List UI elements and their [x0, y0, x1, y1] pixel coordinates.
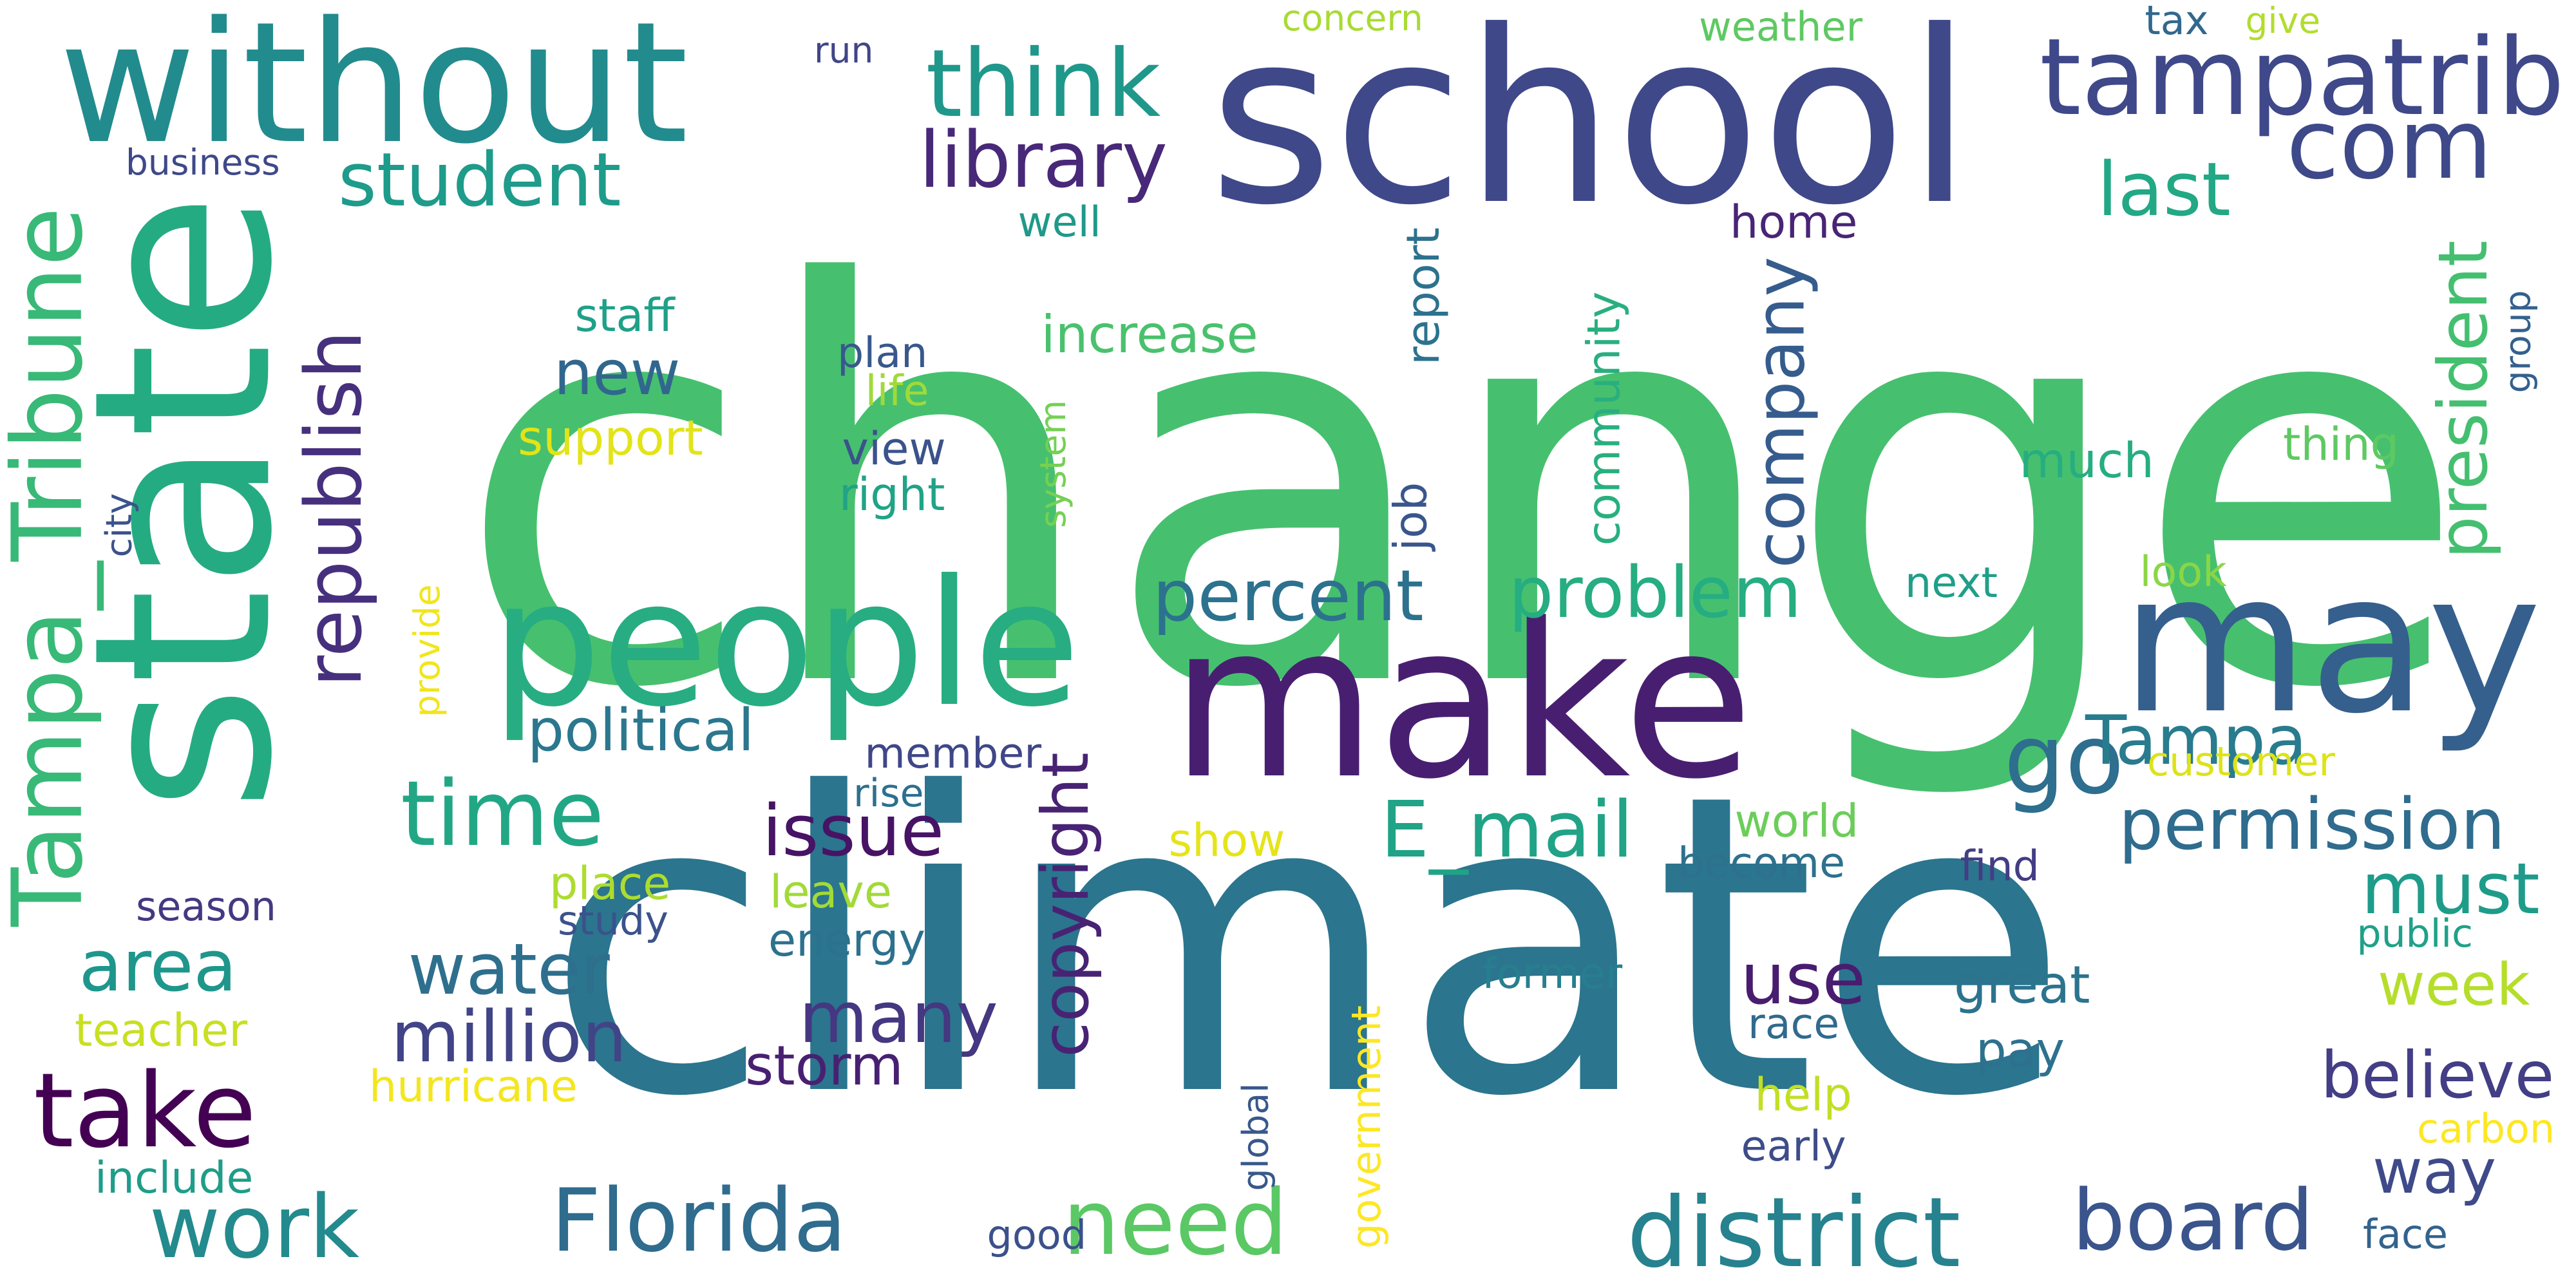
word-believe: believe: [2320, 1037, 2555, 1113]
word-tampa: Tampa: [2085, 701, 2307, 780]
word-rise: rise: [853, 771, 924, 816]
word-million: million: [391, 996, 627, 1078]
word-use: use: [1740, 938, 1866, 1020]
word-community: community: [1577, 291, 1630, 546]
word-without: without: [59, 0, 688, 181]
word-go: go: [2003, 704, 2125, 816]
word-home: home: [1730, 196, 1858, 249]
word-area: area: [79, 925, 237, 1007]
word-must: must: [2361, 848, 2540, 930]
word-include: include: [95, 1153, 254, 1204]
word-storm: storm: [745, 1034, 904, 1098]
word-week: week: [2378, 951, 2530, 1019]
word-early: early: [1741, 1122, 1846, 1171]
word-change: change: [455, 171, 2470, 808]
word-support: support: [518, 409, 703, 466]
word-issue: issue: [762, 790, 945, 872]
word-life: life: [865, 366, 929, 415]
word-business: business: [126, 141, 280, 183]
word-pay: pay: [1976, 1021, 2065, 1078]
word-run: run: [814, 29, 874, 71]
word-tampa-tribune: Tampa_Tribune: [0, 207, 104, 927]
word-face: face: [2363, 1211, 2448, 1258]
word-carbon: carbon: [2417, 1105, 2555, 1152]
word-political: political: [527, 697, 755, 764]
word-public: public: [2356, 911, 2474, 956]
word-report: report: [1396, 227, 1450, 365]
word-teacher: teacher: [75, 1004, 248, 1057]
word-race: race: [1748, 999, 1840, 1048]
word-take: take: [33, 1050, 257, 1171]
word-republish: republish: [290, 330, 380, 688]
word-global: global: [1235, 1083, 1276, 1191]
word-system: system: [1032, 399, 1074, 528]
word-good: good: [987, 1211, 1087, 1258]
word-tampatrib: tampatrib: [2040, 15, 2565, 139]
word-time: time: [401, 762, 605, 867]
word-many: many: [799, 976, 998, 1059]
word-president: president: [2423, 240, 2503, 559]
word-world: world: [1734, 795, 1859, 848]
word-find: find: [1960, 842, 2040, 891]
word-energy: energy: [768, 914, 925, 967]
word-season: season: [136, 883, 276, 930]
word-copyright: copyright: [1027, 752, 1103, 1057]
word-need: need: [1063, 1171, 1288, 1276]
word-study: study: [558, 897, 668, 944]
word-member: member: [864, 729, 1042, 778]
word-next: next: [1905, 558, 1998, 607]
word-right: right: [839, 468, 945, 521]
word-great: great: [1954, 955, 2090, 1015]
word-place: place: [549, 857, 671, 910]
word-district: district: [1627, 1177, 1961, 1288]
word-water: water: [408, 928, 610, 1010]
word-increase: increase: [1041, 305, 1258, 365]
word-last: last: [2097, 146, 2231, 233]
word-way: way: [2372, 1136, 2497, 1208]
word-permission: permission: [2118, 783, 2506, 866]
word-show: show: [1168, 814, 1285, 867]
word-think: think: [925, 29, 1161, 138]
word-staff: staff: [574, 289, 675, 342]
word-leave: leave: [770, 866, 892, 918]
word-much: much: [2019, 431, 2154, 489]
word-plan: plan: [837, 328, 928, 377]
word-well: well: [1018, 198, 1101, 247]
word-government: government: [1342, 1005, 1390, 1249]
word-work: work: [149, 1176, 360, 1278]
word-e-mail: E_mail: [1380, 786, 1634, 875]
word-job: job: [1383, 482, 1437, 551]
word-hurricane: hurricane: [369, 1061, 578, 1112]
word-look: look: [2139, 547, 2227, 596]
word-people: people: [491, 542, 1081, 745]
word-customer: customer: [2147, 738, 2335, 785]
word-new: new: [554, 337, 681, 409]
word-provide: provide: [406, 583, 448, 717]
word-give: give: [2245, 0, 2321, 41]
word-group: group: [2497, 290, 2539, 393]
word-company: company: [1741, 256, 1820, 568]
word-help: help: [1754, 1068, 1852, 1121]
word-board: board: [2072, 1171, 2314, 1269]
word-florida: Florida: [551, 1170, 847, 1271]
word-percent: percent: [1152, 554, 1424, 637]
word-library: library: [919, 116, 1168, 205]
word-school: school: [1209, 0, 1973, 258]
word-become: become: [1678, 838, 1846, 887]
word-weather: weather: [1699, 3, 1863, 50]
word-problem: problem: [1508, 551, 1802, 634]
word-climate: climate: [545, 706, 2070, 1186]
word-student: student: [338, 137, 621, 223]
word-com: com: [2286, 89, 2493, 201]
word-former: former: [1482, 949, 1623, 998]
word-thing: thing: [2283, 418, 2400, 471]
word-concern: concern: [1282, 0, 1423, 39]
word-city: city: [98, 493, 140, 557]
word-make: make: [1170, 578, 1754, 826]
word-may: may: [2121, 531, 2542, 756]
word-view: view: [842, 422, 946, 475]
word-tax: tax: [2145, 0, 2209, 44]
